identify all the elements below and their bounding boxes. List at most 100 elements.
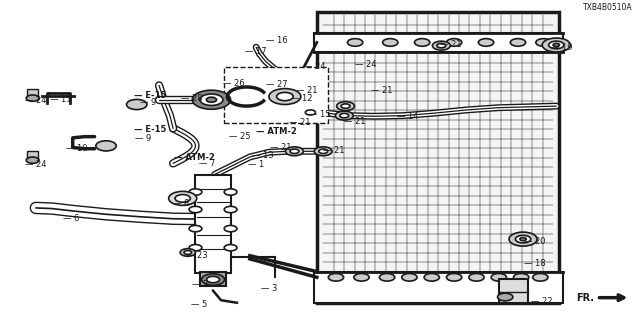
Circle shape [290,104,299,108]
Circle shape [189,225,202,232]
Text: — 21: — 21 [440,41,461,50]
Circle shape [478,39,493,46]
Text: — ATM-2: — ATM-2 [256,127,297,136]
Circle shape [96,141,116,151]
Text: — 26: — 26 [223,79,244,88]
Text: — 24: — 24 [304,62,326,71]
Text: — 15: — 15 [308,109,330,118]
Text: — 6: — 6 [63,214,79,223]
Circle shape [348,39,363,46]
Text: — 17: — 17 [245,47,267,57]
Circle shape [26,95,39,101]
Text: — 14: — 14 [397,112,418,121]
Circle shape [328,274,344,281]
Bar [195,174,230,273]
Circle shape [224,189,237,195]
Circle shape [26,157,39,164]
Circle shape [354,274,369,281]
Circle shape [433,41,451,50]
Text: — 1: — 1 [248,160,265,170]
Circle shape [447,274,462,281]
Circle shape [175,195,190,202]
Text: — 2: — 2 [192,280,209,289]
Circle shape [513,274,529,281]
Circle shape [207,276,220,283]
Bar [27,89,38,98]
Circle shape [380,274,395,281]
Text: — 9: — 9 [135,134,151,143]
Circle shape [285,147,303,156]
Text: — 22: — 22 [531,297,552,306]
Circle shape [206,97,216,102]
Text: — 21: — 21 [296,86,317,95]
Circle shape [468,274,484,281]
Text: — 13: — 13 [252,151,273,160]
Circle shape [520,237,526,241]
Bar [314,33,563,52]
Text: — 18: — 18 [524,259,546,268]
Text: — 16: — 16 [266,36,287,45]
Text: TXB4B0510A: TXB4B0510A [583,3,633,12]
Text: — 21: — 21 [289,118,311,127]
Circle shape [290,149,299,154]
Circle shape [497,293,513,301]
Circle shape [402,274,417,281]
Circle shape [269,89,301,105]
Bar [224,67,328,123]
Circle shape [180,249,195,256]
Circle shape [314,147,332,156]
Circle shape [224,225,237,232]
Text: — 24: — 24 [25,159,47,169]
Circle shape [224,206,237,213]
Text: — 7: — 7 [198,159,215,168]
Circle shape [319,149,328,154]
Text: — 9: — 9 [140,99,156,108]
Text: — 21: — 21 [323,146,345,155]
Text: — 24: — 24 [25,96,47,105]
Text: — 23: — 23 [186,251,207,260]
Circle shape [184,251,191,254]
Circle shape [447,39,462,46]
Circle shape [341,104,350,108]
Circle shape [285,102,303,110]
Circle shape [189,189,202,195]
Text: — E-15: — E-15 [134,124,166,133]
Circle shape [510,39,525,46]
Circle shape [202,274,225,285]
Bar [27,151,38,160]
Circle shape [542,38,570,52]
Text: — 19: — 19 [551,43,573,52]
Circle shape [301,108,320,117]
Circle shape [127,100,147,109]
Text: — 24: — 24 [355,60,376,69]
Text: — 20: — 20 [524,237,546,246]
Text: — 21: — 21 [371,86,392,95]
Text: — 3: — 3 [261,284,278,292]
Circle shape [491,274,506,281]
Text: — 28: — 28 [180,94,202,103]
Text: — 11: — 11 [50,95,72,104]
Circle shape [200,94,223,106]
Circle shape [276,92,293,101]
Circle shape [189,244,202,251]
Circle shape [415,39,430,46]
Text: — 21: — 21 [344,117,366,126]
Circle shape [509,232,537,246]
Text: — 8: — 8 [173,199,189,208]
Circle shape [383,39,398,46]
Text: — 27: — 27 [266,80,287,89]
Circle shape [515,235,531,243]
Text: — ATM-2: — ATM-2 [174,153,215,162]
Text: — 12: — 12 [291,94,313,103]
Bar [314,272,563,303]
Bar [499,279,527,303]
Text: — 4: — 4 [250,256,266,265]
Bar [200,272,226,286]
Circle shape [340,113,349,118]
Circle shape [284,113,292,118]
Circle shape [532,274,548,281]
Text: — 21: — 21 [270,143,292,152]
Text: — 5: — 5 [191,300,207,308]
Circle shape [224,244,237,251]
Circle shape [305,110,316,115]
